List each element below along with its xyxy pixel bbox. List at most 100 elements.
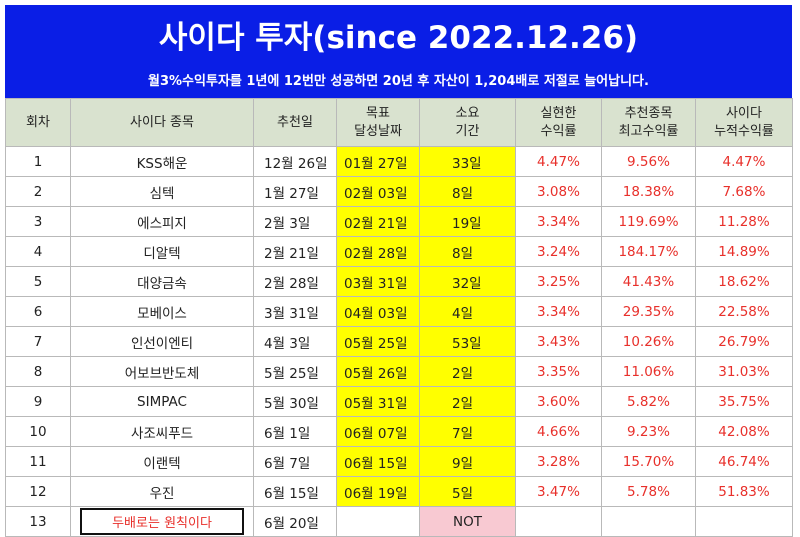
column-header-line: 회차 — [26, 114, 50, 130]
cell-cum: 35.75% — [695, 386, 793, 417]
cell-duration: 33일 — [419, 146, 516, 177]
cell-round: 5 — [5, 266, 71, 297]
cell-cum: 4.47% — [695, 146, 793, 177]
column-header-realized: 실현한 수익률 — [515, 98, 602, 147]
cell-stock: 사조씨푸드 — [70, 416, 254, 447]
cell-round: 9 — [5, 386, 71, 417]
cell-target-date: 04월 03일 — [336, 296, 420, 327]
cell-max: 5.82% — [601, 386, 696, 417]
cell-round: 12 — [5, 476, 71, 507]
cell-realized — [515, 506, 602, 537]
column-header-line: 달성날짜 — [354, 123, 402, 139]
cell-max: 41.43% — [601, 266, 696, 297]
cell-cum: 7.68% — [695, 176, 793, 207]
cell-max: 29.35% — [601, 296, 696, 327]
page-subtitle: 월3%수익투자를 1년에 12번만 성공하면 20년 후 자산이 1,204배로… — [148, 74, 649, 89]
cell-stock: 우진 — [70, 476, 254, 507]
table-row: 9 SIMPAC 5월 30일 05월 31일 2일 3.60% 5.82% 35.75% — [5, 386, 793, 417]
table-row: 1 KSS해운 12월 26일 01월 27일 33일 4.47% 9.56% 4.47% — [5, 146, 793, 177]
cell-rec-date: 1월 27일 — [253, 176, 337, 207]
column-header-line: 기간 — [455, 123, 480, 139]
column-header-cum-return: 사이다 누적수익률 — [695, 98, 793, 147]
cell-cum: 14.89% — [695, 236, 793, 267]
cell-target-date: 06월 19일 — [336, 476, 420, 507]
cell-duration: 2일 — [419, 386, 516, 417]
cell-duration: 8일 — [419, 236, 516, 267]
cell-duration: 2일 — [419, 356, 516, 387]
column-header-line: 최고수익률 — [618, 123, 679, 139]
cell-target-date — [336, 506, 420, 537]
table-row: 2 심텍 1월 27일 02월 03일 8일 3.08% 18.38% 7.68% — [5, 176, 793, 207]
cell-stock: SIMPAC — [70, 386, 254, 417]
sheet: 사이다 투자(since 2022.12.26) 월3%수익투자를 1년에 12… — [5, 5, 793, 537]
cell-round: 11 — [5, 446, 71, 477]
cell-round: 13 — [5, 506, 71, 537]
cell-target-date: 03월 31일 — [336, 266, 420, 297]
cell-realized: 3.34% — [515, 296, 602, 327]
cell-rec-date: 6월 20일 — [253, 506, 337, 537]
cell-realized: 3.35% — [515, 356, 602, 387]
column-header-line: 사이다 종목 — [130, 114, 194, 130]
cell-cum: 31.03% — [695, 356, 793, 387]
table-row: 3 에스피지 2월 3일 02월 21일 19일 3.34% 119.69% 11.28% — [5, 206, 793, 237]
cell-round: 4 — [5, 236, 71, 267]
table-body: 1 KSS해운 12월 26일 01월 27일 33일 4.47% 9.56% 4.47% 2 심… — [5, 146, 793, 537]
cell-rec-date: 12월 26일 — [253, 146, 337, 177]
cell-max: 9.56% — [601, 146, 696, 177]
cell-rec-date: 4월 3일 — [253, 326, 337, 357]
cell-rec-date: 6월 15일 — [253, 476, 337, 507]
cell-stock: 심텍 — [70, 176, 254, 207]
cell-rec-date: 2월 3일 — [253, 206, 337, 237]
cell-target-date: 05월 31일 — [336, 386, 420, 417]
cell-stock: 인선이엔티 — [70, 326, 254, 357]
cell-cum: 11.28% — [695, 206, 793, 237]
banner: 사이다 투자(since 2022.12.26) 월3%수익투자를 1년에 12… — [5, 5, 792, 98]
cell-rec-date: 2월 28일 — [253, 266, 337, 297]
cell-stock: 모베이스 — [70, 296, 254, 327]
cell-realized: 3.25% — [515, 266, 602, 297]
cell-round: 10 — [5, 416, 71, 447]
column-header-rec-date: 추천일 — [253, 98, 337, 147]
cell-duration: 9일 — [419, 446, 516, 477]
cell-target-date: 06월 07일 — [336, 416, 420, 447]
table-row: 5 대양금속 2월 28일 03월 31일 32일 3.25% 41.43% 18.62% — [5, 266, 793, 297]
cell-cum — [695, 506, 793, 537]
cell-duration: 7일 — [419, 416, 516, 447]
cell-max: 184.17% — [601, 236, 696, 267]
cell-rec-date: 6월 7일 — [253, 446, 337, 477]
cell-realized: 3.28% — [515, 446, 602, 477]
cell-stock: 두배로는 원칙이다 — [70, 506, 254, 537]
cell-duration: 5일 — [419, 476, 516, 507]
table-header-row: 회차 사이다 종목 추천일 목표 달성날짜 소요 기간 실현한 수익률 추천종목 최고수익률 사이다 누… — [5, 98, 793, 147]
cell-realized: 4.47% — [515, 146, 602, 177]
cell-stock: 대양금속 — [70, 266, 254, 297]
table-row: 12 우진 6월 15일 06월 19일 5일 3.47% 5.78% 51.83% — [5, 476, 793, 507]
cell-rec-date: 2월 21일 — [253, 236, 337, 267]
column-header-line: 누적수익률 — [714, 123, 774, 139]
cell-target-date: 02월 03일 — [336, 176, 420, 207]
cell-max: 11.06% — [601, 356, 696, 387]
cell-cum: 26.79% — [695, 326, 793, 357]
table-row: 11 이랜텍 6월 7일 06월 15일 9일 3.28% 15.70% 46.74% — [5, 446, 793, 477]
cell-stock: 어보브반도체 — [70, 356, 254, 387]
table-row: 8 어보브반도체 5월 25일 05월 26일 2일 3.35% 11.06% 31.03% — [5, 356, 793, 387]
column-header-round: 회차 — [5, 98, 71, 147]
cell-realized: 3.43% — [515, 326, 602, 357]
cell-duration: 53일 — [419, 326, 516, 357]
cell-target-date: 05월 26일 — [336, 356, 420, 387]
cell-max: 18.38% — [601, 176, 696, 207]
column-header-line: 소요 — [455, 105, 480, 121]
cell-cum: 42.08% — [695, 416, 793, 447]
column-header-line: 추천일 — [277, 114, 313, 130]
cell-realized: 3.34% — [515, 206, 602, 237]
cell-duration: NOT — [419, 506, 516, 537]
cell-cum: 18.62% — [695, 266, 793, 297]
page-title: 사이다 투자(since 2022.12.26) — [158, 20, 639, 56]
table-row: 13 두배로는 원칙이다 6월 20일 NOT — [5, 506, 793, 537]
cell-duration: 19일 — [419, 206, 516, 237]
cell-round: 3 — [5, 206, 71, 237]
cell-rec-date: 3월 31일 — [253, 296, 337, 327]
column-header-line: 추천종목 — [624, 105, 673, 121]
